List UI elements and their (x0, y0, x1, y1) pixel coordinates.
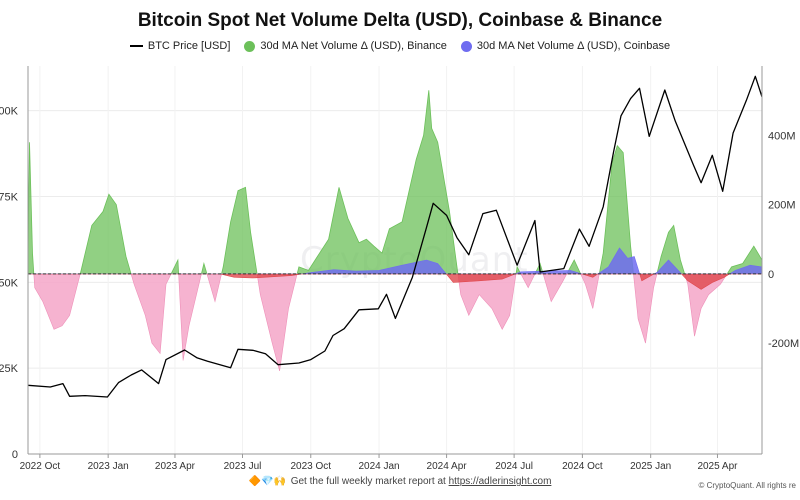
left-axis-tick-label: 0 (12, 449, 18, 461)
x-axis-tick-label: 2025 Apr (697, 461, 738, 472)
btc-price-line (28, 75, 762, 398)
footer-link[interactable]: https://adlerinsight.com (448, 476, 552, 487)
footer-text: Get the full weekly market report at (290, 476, 446, 487)
footer: 🔶💎🙌 Get the full weekly market report at… (0, 476, 800, 487)
legend-label-binance: 30d MA Net Volume Δ (USD), Binance (260, 40, 447, 52)
binance-area-positive (28, 90, 762, 274)
binance-area-negative (28, 273, 762, 371)
right-axis-tick-label: -200M (768, 338, 799, 350)
x-axis-tick-label: 2024 Jul (495, 461, 533, 472)
x-axis-tick-label: 2022 Oct (20, 461, 61, 472)
coinbase-area-negative (28, 273, 762, 290)
legend-line-marker (129, 45, 143, 47)
plot-area (28, 75, 762, 398)
footer-emoji-icons: 🔶💎🙌 (248, 476, 286, 487)
legend-dot-marker (244, 40, 256, 52)
legend-dot-marker (460, 40, 472, 52)
legend-item-coinbase[interactable]: 30d MA Net Volume Δ (USD), Coinbase (460, 40, 671, 52)
chart-title: Bitcoin Spot Net Volume Delta (USD), Coi… (137, 10, 663, 31)
legend-item-btc-price[interactable]: BTC Price [USD] (129, 40, 231, 52)
right-axis-tick-label: 400M (768, 130, 796, 142)
x-axis-tick-label: 2023 Apr (155, 461, 196, 472)
x-axis-tick-label: 2023 Jan (88, 461, 129, 472)
coinbase-area-positive (28, 247, 762, 274)
legend-label-btc-price: BTC Price [USD] (147, 40, 231, 52)
x-axis-tick-label: 2025 Jan (630, 461, 671, 472)
right-axis-tick-label: 200M (768, 200, 796, 212)
left-axis-tick-label: 75K (0, 191, 19, 203)
left-axis-tick-label: 25K (0, 363, 19, 375)
right-axis-tick-label: 0 (768, 269, 774, 281)
x-axis-tick-label: 2023 Oct (290, 461, 331, 472)
x-axis-tick-label: 2024 Jan (358, 461, 399, 472)
copyright-text: © CryptoQuant. All rights re (698, 481, 797, 490)
legend: BTC Price [USD] 30d MA Net Volume Δ (USD… (0, 40, 800, 52)
legend-item-binance[interactable]: 30d MA Net Volume Δ (USD), Binance (244, 40, 447, 52)
x-axis-tick-label: 2024 Oct (562, 461, 603, 472)
legend-label-coinbase: 30d MA Net Volume Δ (USD), Coinbase (476, 40, 671, 52)
left-axis-tick-label: 100K (0, 106, 19, 118)
x-axis-tick-label: 2023 Jul (224, 461, 262, 472)
x-axis-tick-label: 2024 Apr (427, 461, 468, 472)
left-axis-tick-label: 50K (0, 277, 19, 289)
